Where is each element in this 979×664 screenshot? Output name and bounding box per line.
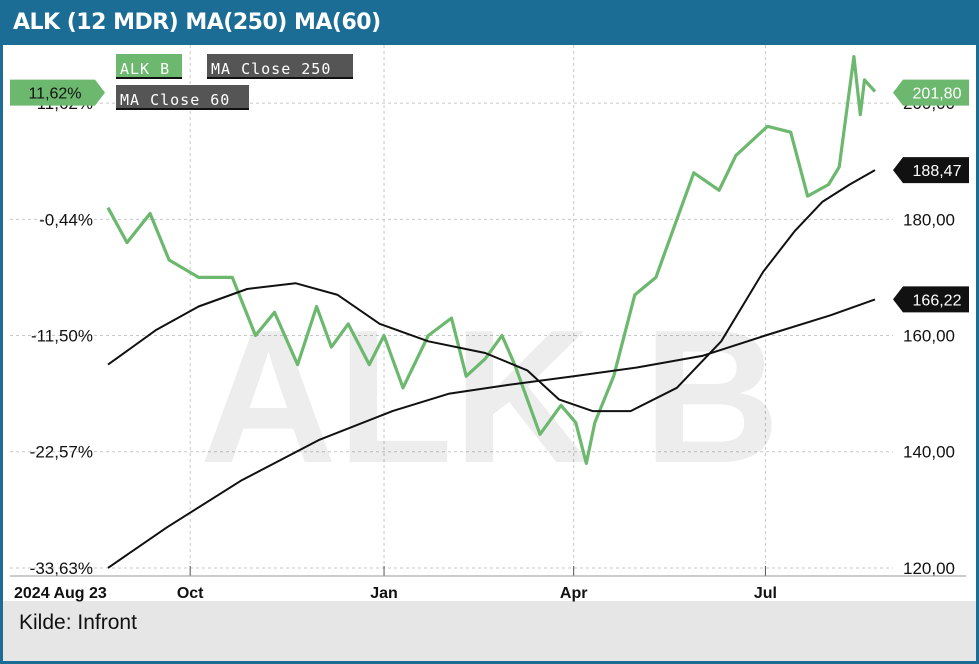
legend-swatch [116, 54, 182, 78]
legend-item[interactable]: ALK B [116, 54, 182, 79]
last-percent-marker [10, 79, 105, 106]
chart-title: ALK (12 MDR) MA(250) MA(60) [13, 10, 381, 35]
legend-label: ALK B [120, 60, 170, 78]
watermark: ALK B [200, 291, 780, 503]
legend-swatch [116, 85, 249, 109]
legend[interactable]: ALK B MA Close 250 MA Close 60 [116, 54, 353, 110]
legend-label: MA Close 60 [120, 91, 230, 109]
legend-label: MA Close 250 [211, 60, 331, 78]
y-tick-label-right: 140,00 [903, 443, 955, 462]
title-bar: ALK (12 MDR) MA(250) MA(60) [3, 3, 976, 45]
last-value-label: 166,22 [913, 292, 962, 309]
y-tick-label-left: -22,57% [30, 443, 93, 462]
y-tick-label-left: -0,44% [39, 210, 93, 229]
series-layer [106, 54, 877, 569]
footer: Kilde: Infront [3, 601, 976, 661]
series-line-ma-close-250 [107, 298, 876, 569]
source-label: Kilde: Infront [19, 611, 137, 634]
last-value-marker [893, 286, 969, 313]
last-value-marker [893, 157, 969, 184]
y-tick-label-left: -33,63% [30, 559, 93, 578]
series-line-ma-close-60 [107, 169, 876, 413]
y-tick-label-right: 160,00 [903, 327, 955, 346]
x-tick-label: Jan [370, 585, 398, 602]
last-percent-label: 11,62% [28, 86, 81, 103]
last-value-label: 201,80 [913, 86, 962, 103]
last-value-marker [893, 79, 969, 106]
x-tick-label: 2024 Aug 23 [14, 585, 107, 602]
legend-item[interactable]: MA Close 250 [207, 54, 353, 79]
x-tick-label: Jul [754, 585, 777, 602]
y-tick-label-right: 120,00 [903, 559, 955, 578]
last-value-markers: 201,80 11,62% 188,47 166,22 [10, 79, 969, 313]
y-tick-label-right: 180,00 [903, 210, 955, 229]
x-tick-label: Oct [177, 585, 204, 602]
legend-item[interactable]: MA Close 60 [116, 85, 249, 110]
legend-swatch [207, 54, 353, 78]
series-line-alk-b [106, 54, 877, 465]
y-tick-label-left: -11,50% [31, 327, 93, 346]
last-value-label: 188,47 [913, 163, 962, 180]
x-tick-label: Apr [560, 585, 588, 602]
axes: 120,00 -33,63% 140,00 -22,57% 160,00 -11,50% 1… [10, 94, 966, 602]
